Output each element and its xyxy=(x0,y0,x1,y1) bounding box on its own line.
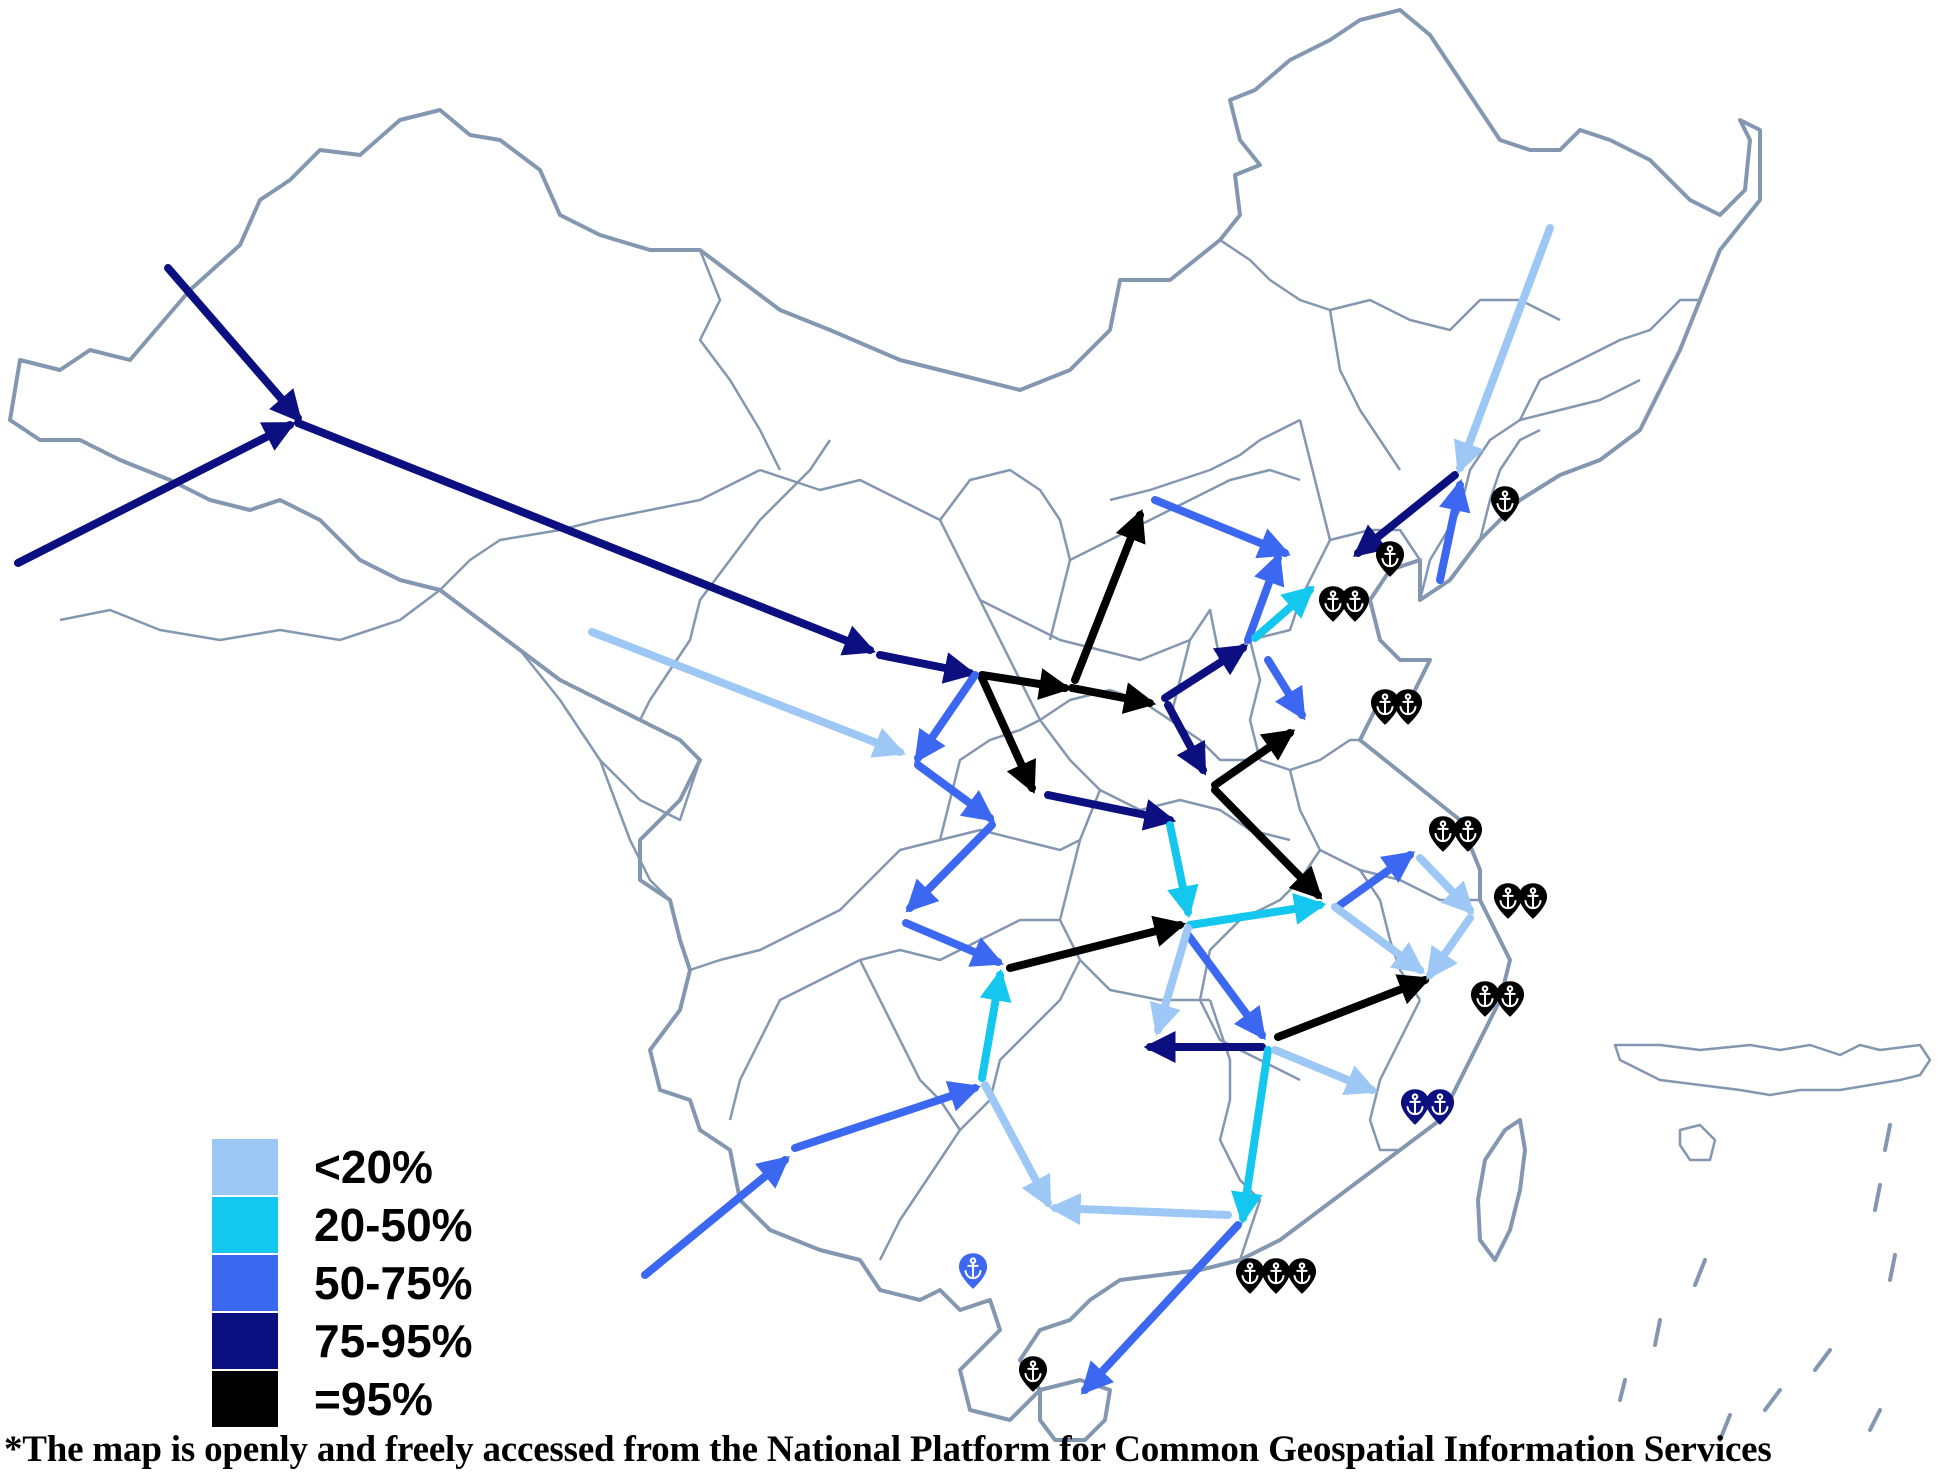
flow-arrow-icon xyxy=(164,264,303,423)
legend: <20% 20-50% 50-75% 75-95% =95% xyxy=(212,1138,473,1428)
legend-label: 75-95% xyxy=(314,1315,473,1367)
anchor-port-marker-icon xyxy=(1340,585,1370,623)
flow-arrow-icon xyxy=(1149,924,1192,1037)
flow-arrow-icon xyxy=(1071,509,1146,684)
legend-item: 20-50% xyxy=(212,1196,473,1254)
flow-arrow-icon xyxy=(1211,729,1296,789)
flow-arrow-icon xyxy=(1436,478,1471,584)
flow-arrow-icon xyxy=(1080,1221,1242,1395)
flow-arrow-icon xyxy=(1006,915,1187,972)
flow-arrow-icon xyxy=(978,668,1072,700)
legend-item: <20% xyxy=(212,1138,473,1196)
anchor-port-marker-icon xyxy=(1495,980,1525,1018)
legend-swatch xyxy=(212,1139,278,1195)
anchor-port-marker-icon xyxy=(1453,815,1483,853)
flow-arrow-icon xyxy=(1416,854,1475,915)
anchor-port-marker-icon xyxy=(1400,1088,1430,1126)
source-footnote: *The map is openly and freely accessed f… xyxy=(4,1429,1772,1470)
flow-arrow-icon xyxy=(1048,1193,1232,1226)
legend-swatch xyxy=(212,1371,278,1427)
flow-arrow-icon xyxy=(1166,821,1199,919)
legend-swatch xyxy=(212,1255,278,1311)
flow-arrow-icon xyxy=(588,628,906,758)
legend-label: =95% xyxy=(314,1373,433,1425)
flow-arrow-icon xyxy=(1274,974,1431,1041)
flow-arrow-icon xyxy=(914,761,996,822)
taiwan-outline xyxy=(1476,1118,1527,1262)
flow-arrow-icon xyxy=(978,674,1036,794)
flow-arrow-icon xyxy=(1251,585,1315,642)
flow-arrow-icon xyxy=(641,1155,790,1279)
legend-label: <20% xyxy=(314,1141,433,1193)
flow-arrow-icon xyxy=(1454,224,1554,474)
flow-arrow-icon xyxy=(978,968,1012,1082)
legend-label: 50-75% xyxy=(314,1257,473,1309)
flow-arrow-icon xyxy=(1230,1046,1272,1225)
anchor-port-marker-icon xyxy=(958,1252,988,1290)
flow-arrow-icon xyxy=(791,1080,982,1152)
flow-arrow-icon xyxy=(1336,851,1416,909)
flow-arrows xyxy=(14,224,1554,1395)
flow-arrow-icon xyxy=(902,919,1004,967)
flow-arrow-icon xyxy=(1161,644,1249,702)
flow-arrow-icon xyxy=(905,821,996,913)
anchor-port-marker-icon xyxy=(1490,485,1520,523)
flow-arrow-icon xyxy=(1186,893,1327,929)
flow-arrow-icon xyxy=(294,419,876,656)
flow-arrow-icon xyxy=(1211,786,1323,900)
flow-arrow-icon xyxy=(914,671,979,764)
flow-arrow-icon xyxy=(1244,551,1285,644)
anchor-port-marker-icon xyxy=(1375,540,1405,578)
south-china-sea-inset xyxy=(1613,1043,1932,1442)
country-outline xyxy=(8,8,1762,1422)
flow-arrow-icon xyxy=(876,651,977,684)
flow-arrow-icon xyxy=(1184,931,1266,1041)
anchor-port-marker-icon xyxy=(1493,882,1523,920)
anchor-port-marker-icon xyxy=(1261,1257,1291,1295)
anchor-port-marker-icon xyxy=(1235,1257,1265,1295)
anchor-port-marker-icon xyxy=(1518,882,1548,920)
legend-swatch xyxy=(212,1197,278,1253)
flow-arrow-icon xyxy=(14,421,296,567)
province-borders xyxy=(59,238,1700,1261)
flow-arrow-icon xyxy=(1044,791,1177,831)
anchor-port-marker-icon xyxy=(1425,1088,1455,1126)
flow-arrow-icon xyxy=(1271,1046,1378,1096)
flow-arrow-icon xyxy=(981,1081,1052,1209)
legend-item: =95% xyxy=(212,1370,473,1428)
anchor-port-marker-icon xyxy=(1393,688,1423,726)
flow-arrow-icon xyxy=(1164,701,1207,776)
legend-label: 20-50% xyxy=(314,1199,473,1251)
legend-item: 50-75% xyxy=(212,1254,473,1312)
flow-arrow-icon xyxy=(1331,903,1426,974)
legend-swatch xyxy=(212,1313,278,1369)
flow-arrow-icon xyxy=(1151,496,1291,559)
anchor-port-marker-icon xyxy=(1018,1355,1048,1393)
legend-item: 75-95% xyxy=(212,1312,473,1370)
flow-arrow-icon xyxy=(1264,656,1306,721)
flow-arrow-icon xyxy=(1068,682,1157,714)
flow-arrow-icon xyxy=(1353,471,1459,558)
anchor-port-marker-icon xyxy=(1287,1257,1317,1295)
flow-arrow-icon xyxy=(1426,914,1474,981)
anchor-port-marker-icon xyxy=(1428,815,1458,853)
